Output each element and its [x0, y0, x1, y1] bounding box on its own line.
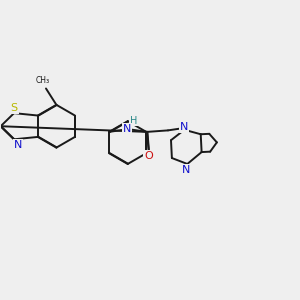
Text: N: N: [180, 122, 189, 132]
Text: CH₃: CH₃: [35, 76, 50, 85]
Text: H: H: [130, 116, 137, 126]
Text: N: N: [123, 124, 131, 134]
Text: N: N: [14, 140, 22, 150]
Text: S: S: [11, 103, 18, 113]
Text: N: N: [182, 165, 190, 175]
Text: O: O: [144, 151, 153, 160]
